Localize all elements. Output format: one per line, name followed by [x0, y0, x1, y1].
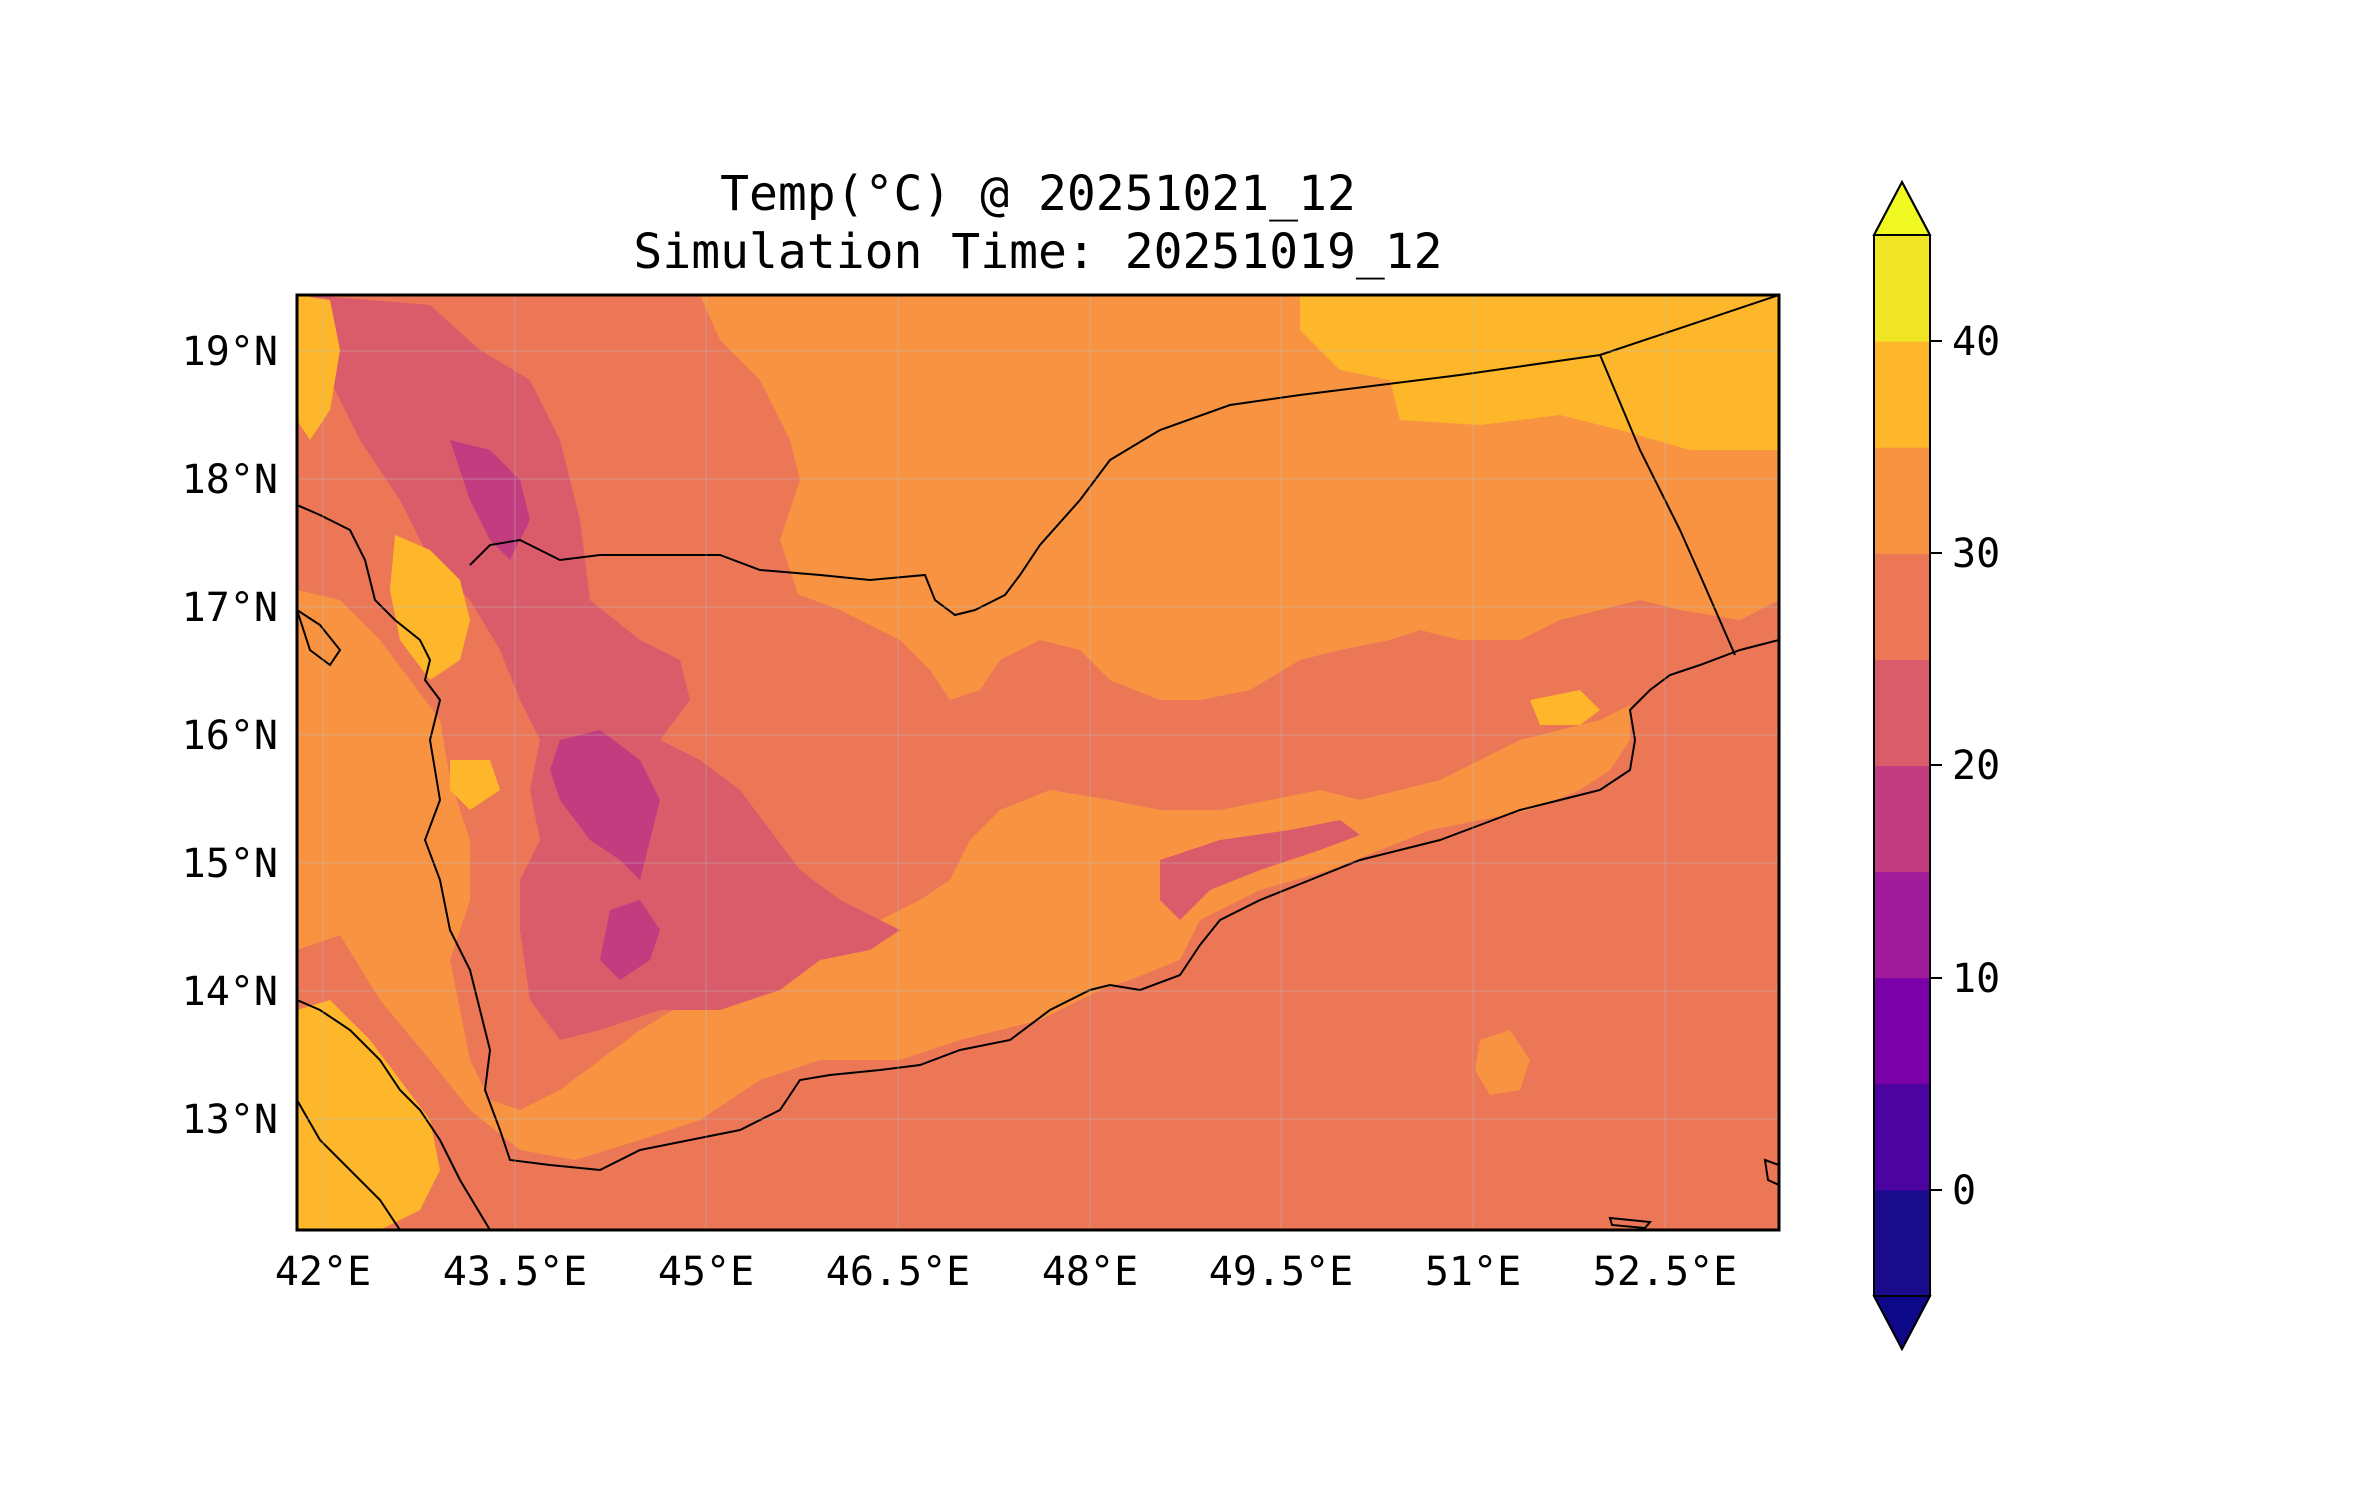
band-35-40-northeast	[1300, 295, 1779, 450]
gridlines	[297, 295, 1779, 1230]
island-socotra-1	[1608, 1216, 1652, 1230]
colorbar-tick-label: 40	[1952, 319, 2000, 365]
lon-axis: 42°E 43.5°E 45°E 46.5°E 48°E 49.5°E 51°E…	[275, 1249, 1737, 1295]
saudi-border	[469, 295, 1779, 617]
colorbar-over-triangle	[1872, 179, 1932, 236]
colorbar-ticks	[1930, 340, 1942, 1191]
lon-tick-label: 45°E	[658, 1249, 754, 1295]
yemen-coastline	[297, 504, 1779, 1172]
island-farasan	[297, 608, 342, 667]
borders-coastlines	[297, 295, 1779, 1230]
band-25-30-central	[540, 580, 1779, 930]
map-title-line2: Simulation Time: 20251019_12	[633, 224, 1442, 280]
colorbar-under-triangle	[1872, 1295, 1932, 1352]
band-15-20-north	[450, 440, 530, 560]
band-25-30-gulf	[297, 620, 1779, 1230]
colorbar-segment	[1874, 1083, 1930, 1191]
ethiopia-border	[297, 1099, 401, 1230]
colorbar-segment	[1874, 553, 1930, 660]
colorbar-segment	[1874, 659, 1930, 766]
band-35-40-east	[1530, 690, 1600, 725]
map-title-line1: Temp(°C) @ 20251021_12	[720, 166, 1356, 222]
colorbar-segment	[1874, 977, 1930, 1085]
band-15-20-south	[600, 900, 660, 980]
colorbar-tick-label: 10	[1952, 956, 2000, 1002]
lat-tick-label: 18°N	[182, 457, 278, 503]
colorbar-outline	[1873, 179, 1931, 1352]
lon-tick-label: 43.5°E	[443, 1249, 588, 1295]
map-frame	[295, 293, 1781, 1232]
lat-tick-label: 16°N	[182, 713, 278, 759]
colorbar: 0 10 20 30 40	[1872, 179, 2000, 1352]
lon-tick-label: 49.5°E	[1209, 1249, 1354, 1295]
lat-tick-label: 19°N	[182, 329, 278, 375]
lat-axis: 19°N 18°N 17°N 16°N 15°N 14°N 13°N	[182, 329, 278, 1143]
colorbar-segment	[1874, 447, 1930, 554]
colorbar-segment	[1874, 765, 1930, 873]
band-35-40-tihama	[390, 535, 470, 680]
band-15-20-sanaa	[550, 730, 660, 880]
lat-tick-label: 15°N	[182, 841, 278, 887]
island-socotra-2	[1763, 1158, 1779, 1187]
colorbar-segment	[1874, 871, 1930, 979]
colorbar-tick-label: 0	[1952, 1168, 1976, 1214]
colorbar-segment	[1874, 1189, 1930, 1297]
colorbar-segment	[1874, 235, 1930, 342]
oman-border	[1599, 354, 1736, 656]
lat-tick-label: 17°N	[182, 585, 278, 631]
lon-tick-label: 51°E	[1425, 1249, 1521, 1295]
band-20-25-east	[1160, 820, 1360, 920]
band-20-25-highlands	[310, 295, 900, 1040]
lat-tick-label: 13°N	[182, 1097, 278, 1143]
band-35-40-nw	[297, 295, 340, 440]
lon-tick-label: 46.5°E	[826, 1249, 971, 1295]
lon-tick-label: 52.5°E	[1593, 1249, 1738, 1295]
eritrea-coastline	[297, 999, 491, 1230]
band-30-35-patch	[1475, 1030, 1530, 1095]
lon-tick-label: 48°E	[1042, 1249, 1138, 1295]
lat-tick-label: 14°N	[182, 969, 278, 1015]
temperature-field	[297, 295, 1779, 1230]
lon-tick-label: 42°E	[275, 1249, 371, 1295]
colorbar-segment	[1874, 341, 1930, 448]
band-35-40-coast	[450, 760, 500, 810]
colorbar-tick-label: 20	[1952, 743, 2000, 789]
band-35-40-southwest	[297, 1000, 440, 1230]
colorbar-segments	[1874, 235, 1930, 1297]
colorbar-tick-label: 30	[1952, 531, 2000, 577]
